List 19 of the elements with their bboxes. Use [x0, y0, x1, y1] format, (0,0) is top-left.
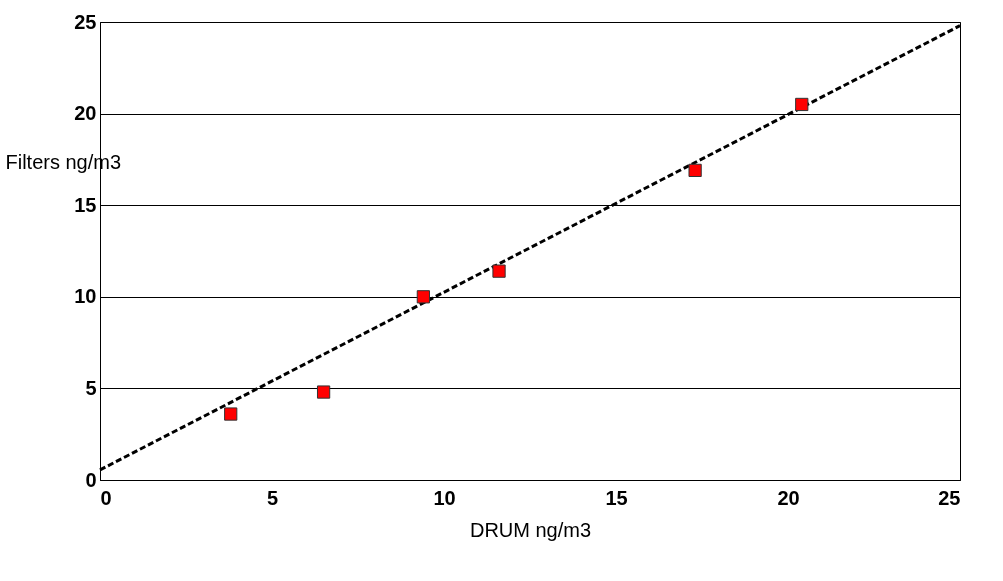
y-tick-label: 0	[85, 468, 97, 491]
x-axis-title: DRUM ng/m3	[469, 518, 592, 541]
point	[316, 385, 331, 399]
x-tick-label: 15	[605, 486, 628, 509]
y-tick-label: 5	[85, 376, 97, 399]
point	[795, 97, 809, 112]
x-tick-label: 25	[938, 486, 961, 509]
point	[688, 163, 702, 178]
y-tick-label: 15	[74, 193, 97, 216]
x-tick-label: 5	[266, 486, 279, 509]
x-tick-label: 10	[433, 486, 456, 509]
y-tick-label: 10	[74, 285, 97, 308]
y-tick-label: 20	[74, 102, 97, 125]
x-tick-label: 20	[777, 486, 800, 509]
point	[224, 407, 238, 421]
point	[492, 264, 506, 278]
point	[416, 290, 430, 304]
x-tick-label: 0	[100, 486, 112, 509]
y-tick-label: 25	[74, 10, 97, 33]
